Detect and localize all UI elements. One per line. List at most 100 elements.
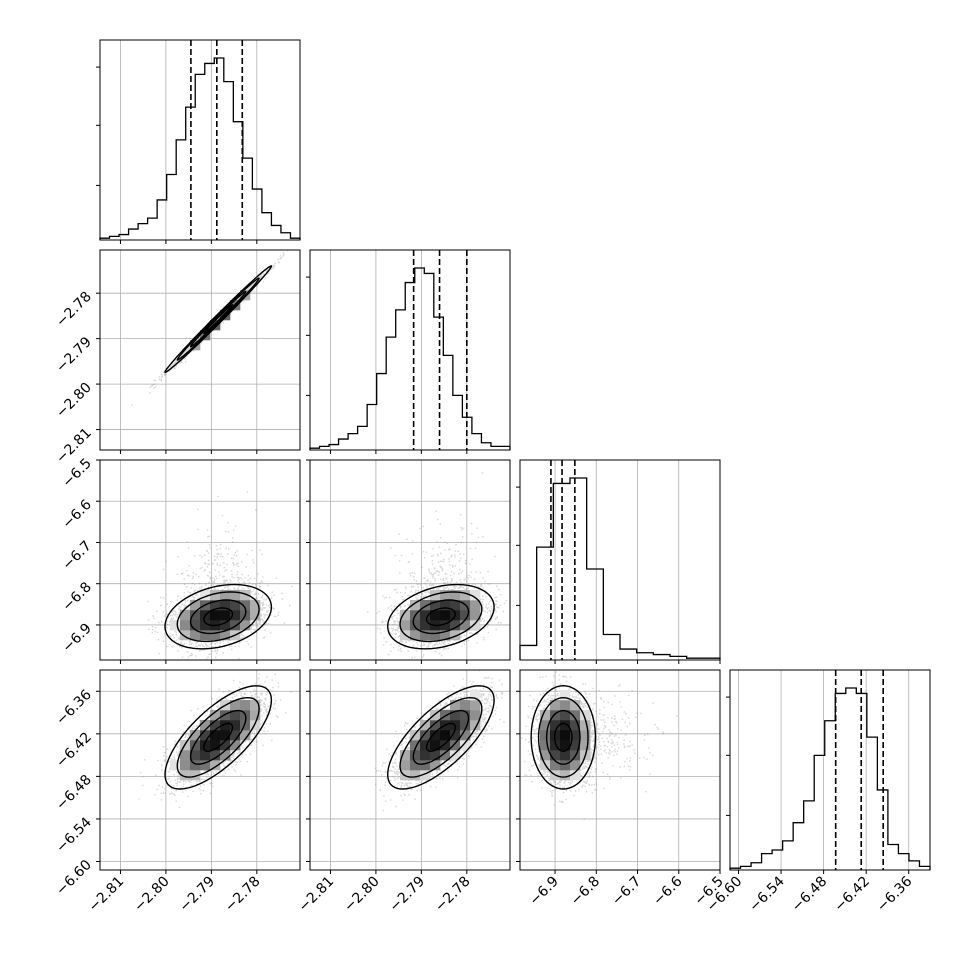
panel-frame: [519, 669, 721, 871]
density-cell: [420, 760, 431, 771]
density-cell: [540, 740, 551, 751]
density-cell: [550, 720, 561, 731]
density-cell: [210, 760, 221, 771]
density-cell: [440, 750, 451, 761]
density-cell: [210, 590, 221, 601]
density-cell: [450, 740, 461, 751]
density-cell: [200, 760, 211, 771]
density-cell: [460, 710, 471, 721]
density-cell: [190, 760, 201, 771]
contour-line: [399, 591, 483, 643]
density-cell: [410, 760, 421, 771]
density-cell: [180, 610, 191, 621]
density-cell: [230, 620, 241, 631]
density-cell: [190, 770, 201, 781]
density-cell: [250, 610, 261, 621]
density-cell: [190, 630, 201, 641]
density-cell: [190, 740, 201, 751]
density-cell: [570, 710, 581, 721]
density-cell: [420, 610, 431, 621]
density-cell: [460, 720, 471, 731]
y-tick-label: −2.80: [53, 380, 95, 422]
density-cell: [400, 760, 411, 771]
contour-line: [164, 265, 273, 374]
density-cell: [440, 620, 451, 631]
density-cell: [580, 730, 591, 741]
density-cell: [420, 720, 431, 731]
density-cell: [430, 760, 441, 771]
x-tick-label: −6.9: [527, 874, 562, 909]
density-cell: [460, 700, 471, 711]
panel-frame: [99, 39, 301, 241]
density-cell: [540, 750, 551, 761]
x-tick-label: −2.81: [86, 874, 128, 916]
density-cell: [560, 730, 571, 741]
density-cell: [220, 630, 231, 641]
x-tick-label: −2.80: [341, 874, 383, 916]
panel-content: [367, 472, 507, 660]
density-cell: [570, 700, 581, 711]
density-cell: [210, 740, 221, 751]
density-cell: [230, 740, 241, 751]
y-tick-label: −6.9: [59, 620, 94, 655]
panel-content: [521, 671, 678, 820]
density-cell: [400, 750, 411, 761]
x-tick-label: −2.80: [131, 874, 173, 916]
density-cell: [210, 750, 221, 761]
panel-frame: [309, 459, 511, 661]
contour-line: [425, 607, 456, 627]
contour-line: [203, 607, 234, 627]
density-cell: [440, 710, 451, 721]
density-cell: [210, 710, 221, 721]
contour-line: [189, 290, 247, 348]
x-tick-label: −6.54: [746, 873, 788, 915]
density-cell: [410, 770, 421, 781]
density-cell: [420, 600, 431, 611]
density-cell: [560, 750, 571, 761]
density-cell: [440, 740, 451, 751]
density-cell: [230, 710, 241, 721]
y-tick-label: −6.6: [59, 497, 94, 532]
density-cell: [460, 620, 471, 631]
density-cell: [450, 710, 461, 721]
density-cell: [180, 750, 191, 761]
contour-line: [425, 722, 456, 753]
density-cell: [210, 720, 221, 731]
contour-line: [412, 709, 470, 765]
density-cell: [450, 590, 461, 601]
scatter-panel-1-0: −2.81−2.80−2.79−2.78: [53, 249, 301, 467]
density-cell: [450, 750, 461, 761]
y-tick-label: −6.8: [59, 579, 94, 614]
density-cell: [400, 610, 411, 621]
y-tick-label: −6.48: [53, 772, 95, 814]
hist-panel-3: −6.60 −6.54 −6.48 −6.42 −6.36: [704, 669, 931, 915]
density-cell: [430, 600, 441, 611]
density-cell: [220, 750, 231, 761]
x-tick-label: −6.7: [609, 874, 644, 909]
panel-frame: [99, 669, 301, 871]
density-cell: [240, 720, 251, 731]
density-cell: [580, 710, 591, 721]
contour-line: [176, 591, 260, 643]
density-cell: [550, 760, 561, 771]
density-cell: [210, 730, 221, 741]
density-cell: [440, 590, 451, 601]
density-cell: [220, 600, 231, 611]
contour-line: [189, 599, 247, 635]
x-tick-label: −6.8: [568, 874, 603, 909]
density-cell: [190, 620, 201, 631]
density-cell: [440, 610, 451, 621]
density-cell: [540, 730, 551, 741]
scatter-panel-2-1: [306, 459, 511, 664]
hist-panel-2: [516, 459, 721, 664]
density-cell: [200, 630, 211, 641]
contour-line: [203, 304, 234, 335]
density-cell: [470, 600, 481, 611]
hist-panel-1: [306, 249, 511, 454]
density-cell: [200, 720, 211, 731]
histogram-step: [729, 687, 931, 870]
density-cell: [430, 710, 441, 721]
density-cell: [560, 760, 571, 771]
density-cell: [170, 760, 181, 771]
density-cell: [230, 730, 241, 741]
